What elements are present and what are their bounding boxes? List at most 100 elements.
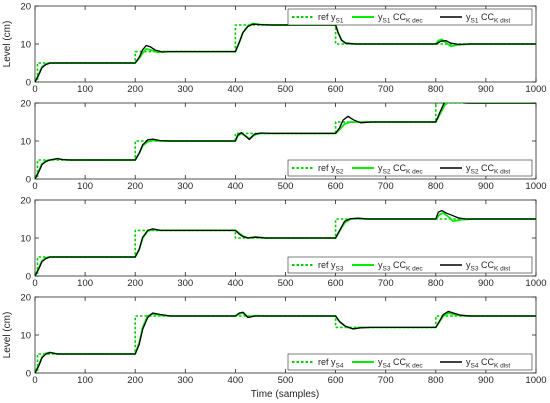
x-tick-label: 500 <box>278 375 294 386</box>
x-tick-label: 0 <box>32 375 37 386</box>
legend-text: CC <box>390 357 406 367</box>
series-line-distributed <box>35 310 536 373</box>
legend-text: y <box>378 163 383 173</box>
x-tick-label: 0 <box>32 278 37 289</box>
legend-entry: yS4 CCK dec <box>378 357 423 370</box>
x-tick-label: 100 <box>77 181 93 192</box>
x-tick-label: 200 <box>127 375 143 386</box>
legend-entry: yS2 CCK dist <box>466 163 510 176</box>
y-tick-label: 20 <box>20 2 31 13</box>
legend: ref yS2 yS2 CCK dec yS2 CCK dist <box>287 159 533 177</box>
panel-1: 0 100 200 300 400 500 600 700 800 900 1000 0 10 20 Lev… <box>2 2 547 96</box>
legend-subscript: K dec <box>406 169 423 176</box>
legend-entry: ref yS3 <box>318 260 344 273</box>
y-tick-label: 10 <box>20 137 31 148</box>
legend-text: ref y <box>318 12 336 22</box>
x-tick-label: 1000 <box>525 84 546 95</box>
series-line-distributed <box>35 209 536 276</box>
x-tick-label: 200 <box>127 84 143 95</box>
legend: ref yS3 yS3 CCK dec yS3 CCK dist <box>287 256 533 274</box>
series-group <box>35 103 536 179</box>
x-tick-label: 1000 <box>525 375 546 386</box>
legend-box <box>287 8 533 26</box>
legend-text: y <box>466 163 471 173</box>
legend-subscript: K dist <box>494 18 510 25</box>
y-tick-label: 20 <box>20 196 31 207</box>
x-tick-label: 800 <box>428 375 444 386</box>
x-tick-label: 300 <box>177 278 193 289</box>
x-tick-label: 400 <box>227 181 243 192</box>
legend-box <box>287 159 533 177</box>
legend-subscript: S1 <box>471 18 479 25</box>
x-tick-label: 600 <box>328 181 344 192</box>
x-tick-label: 600 <box>328 278 344 289</box>
legend-subscript: S4 <box>471 363 479 370</box>
legend-box <box>287 353 533 371</box>
x-tick-label: 100 <box>77 375 93 386</box>
legend-subscript: K dist <box>494 266 510 273</box>
y-tick-label: 10 <box>20 331 31 342</box>
legend-text: y <box>378 260 383 270</box>
legend-entry: yS3 CCK dec <box>378 260 423 273</box>
legend-subscript: S3 <box>471 266 479 273</box>
x-tick-label: 800 <box>428 278 444 289</box>
legend-text: y <box>378 12 383 22</box>
y-tick-label: 10 <box>20 234 31 245</box>
legend-entry: yS3 CCK dist <box>466 260 510 273</box>
series-group <box>35 209 536 276</box>
x-tick-label: 900 <box>478 181 494 192</box>
legend-subscript: S2 <box>336 169 344 176</box>
legend-subscript: K dec <box>406 18 423 25</box>
x-axis-label: Time (samples) <box>251 389 320 400</box>
legend-text: y <box>378 357 383 367</box>
legend-subscript: K dec <box>406 266 423 273</box>
legend-entry: yS1 CCK dec <box>378 12 423 25</box>
legend-subscript: S3 <box>336 266 344 273</box>
legend-subscript: S3 <box>383 266 391 273</box>
legend-text: CC <box>390 163 406 173</box>
x-tick-label: 700 <box>378 375 394 386</box>
x-tick-label: 300 <box>177 375 193 386</box>
legend-text: CC <box>478 163 494 173</box>
y-tick-label: 0 <box>26 369 31 380</box>
y-tick-label: 0 <box>26 272 31 283</box>
x-tick-label: 900 <box>478 278 494 289</box>
legend-entry: ref yS4 <box>318 357 344 370</box>
x-tick-label: 300 <box>177 84 193 95</box>
x-tick-label: 700 <box>378 84 394 95</box>
y-tick-label: 0 <box>26 78 31 89</box>
legend-entry: yS2 CCK dec <box>378 163 423 176</box>
legend-subscript: S2 <box>471 169 479 176</box>
legend-box <box>287 256 533 274</box>
x-tick-label: 700 <box>378 278 394 289</box>
legend-text: CC <box>478 260 494 270</box>
x-tick-label: 200 <box>127 181 143 192</box>
series-line-distributed <box>35 23 536 82</box>
legend: ref yS1 yS1 CCK dec yS1 CCK dist <box>287 8 533 26</box>
series-line-distributed <box>35 103 536 179</box>
y-tick-label: 0 <box>26 175 31 186</box>
x-tick-label: 200 <box>127 278 143 289</box>
series-group <box>35 310 536 373</box>
legend-subscript: K dist <box>494 363 510 370</box>
legend-entry: ref yS2 <box>318 163 344 176</box>
y-tick-label: 10 <box>20 40 31 51</box>
panel-2: 0 100 200 300 400 500 600 700 800 900 1000 0 10 20 ref… <box>20 99 546 193</box>
panel-4: 0 100 200 300 400 500 600 700 800 900 1000 0 10 20 Lev… <box>2 293 547 387</box>
legend-text: ref y <box>318 357 336 367</box>
y-tick-label: 20 <box>20 293 31 304</box>
legend-subscript: S1 <box>383 18 391 25</box>
x-tick-label: 700 <box>378 181 394 192</box>
x-tick-label: 800 <box>428 84 444 95</box>
x-tick-label: 100 <box>77 84 93 95</box>
x-tick-label: 400 <box>227 375 243 386</box>
legend-subscript: S1 <box>336 18 344 25</box>
x-tick-label: 900 <box>478 84 494 95</box>
x-tick-label: 400 <box>227 84 243 95</box>
y-tick-label: 20 <box>20 99 31 110</box>
legend-subscript: S4 <box>336 363 344 370</box>
legend-subscript: K dec <box>406 363 423 370</box>
x-tick-label: 500 <box>278 278 294 289</box>
x-tick-label: 0 <box>32 84 37 95</box>
